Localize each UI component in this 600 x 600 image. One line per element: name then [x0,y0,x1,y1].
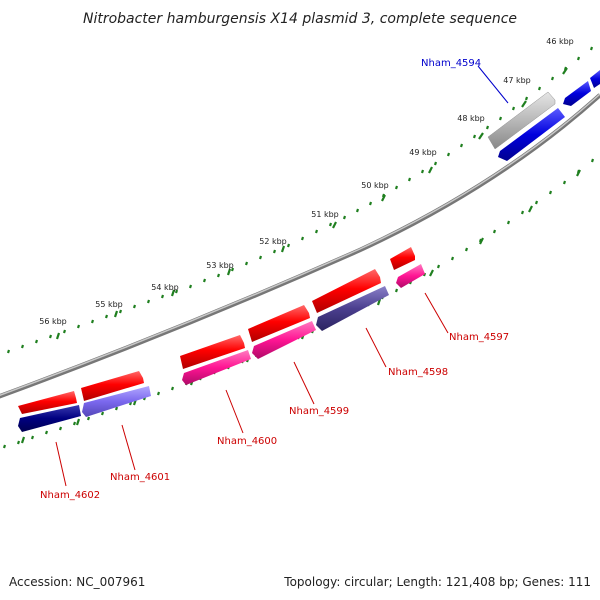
label-leaders [55,65,509,487]
gene-grey[interactable] [487,91,556,150]
gene-red-4[interactable] [180,335,245,369]
gene-label-nham-4600: Nham_4600 [217,436,277,447]
gene-blue-right[interactable] [563,81,591,106]
scale-label: 55 kbp [95,300,123,309]
gene-label-nham-4594: Nham_4594 [421,58,481,69]
gene-label-nham-4599: Nham_4599 [289,406,349,417]
scale-label: 46 kbp [546,37,574,46]
backbone-arc [0,93,600,399]
gene-red-5[interactable] [81,371,144,401]
scale-label: 47 kbp [503,76,531,85]
accession-text: Accession: NC_007961 [9,575,145,589]
gene-nham-4599[interactable] [252,321,316,359]
scale-label: 53 kbp [206,261,234,270]
scale-label: 52 kbp [259,237,287,246]
outer-scale-major-ticks [55,67,568,340]
gene-nham-4598[interactable] [316,286,389,331]
gene-red-6[interactable] [18,391,77,414]
gene-red-2[interactable] [312,269,381,313]
scale-label: 50 kbp [361,181,389,190]
gene-blue-far-right[interactable] [590,70,600,88]
outer-scale-ticks [6,46,594,354]
scale-label: 51 kbp [311,210,339,219]
gene-label-nham-4597: Nham_4597 [449,332,509,343]
gene-nham-4602[interactable] [18,405,81,432]
sequence-summary: Topology: circular; Length: 121,408 bp; … [283,575,591,589]
scale-label: 54 kbp [151,283,179,292]
scale-label: 56 kbp [39,317,67,326]
gene-nham-4601[interactable] [82,386,151,417]
gene-label-nham-4601: Nham_4601 [110,472,170,483]
gene-label-nham-4602: Nham_4602 [40,490,100,501]
gene-red-3[interactable] [248,305,310,342]
gene-nham-4597[interactable] [396,264,425,288]
scale-label: 49 kbp [409,148,437,157]
scale-label: 48 kbp [457,114,485,123]
map-title: Nitrobacter hamburgensis X14 plasmid 3, … [83,11,517,27]
gene-nham-4600[interactable] [182,350,251,385]
scale-labels: 46 kbp 47 kbp 48 kbp 49 kbp 50 kbp 51 kb… [39,37,574,326]
backbone-arc-highlight [0,93,600,396]
gene-red-1[interactable] [390,247,415,270]
gene-nham-4594[interactable] [498,108,565,161]
gene-label-nham-4598: Nham_4598 [388,367,448,378]
